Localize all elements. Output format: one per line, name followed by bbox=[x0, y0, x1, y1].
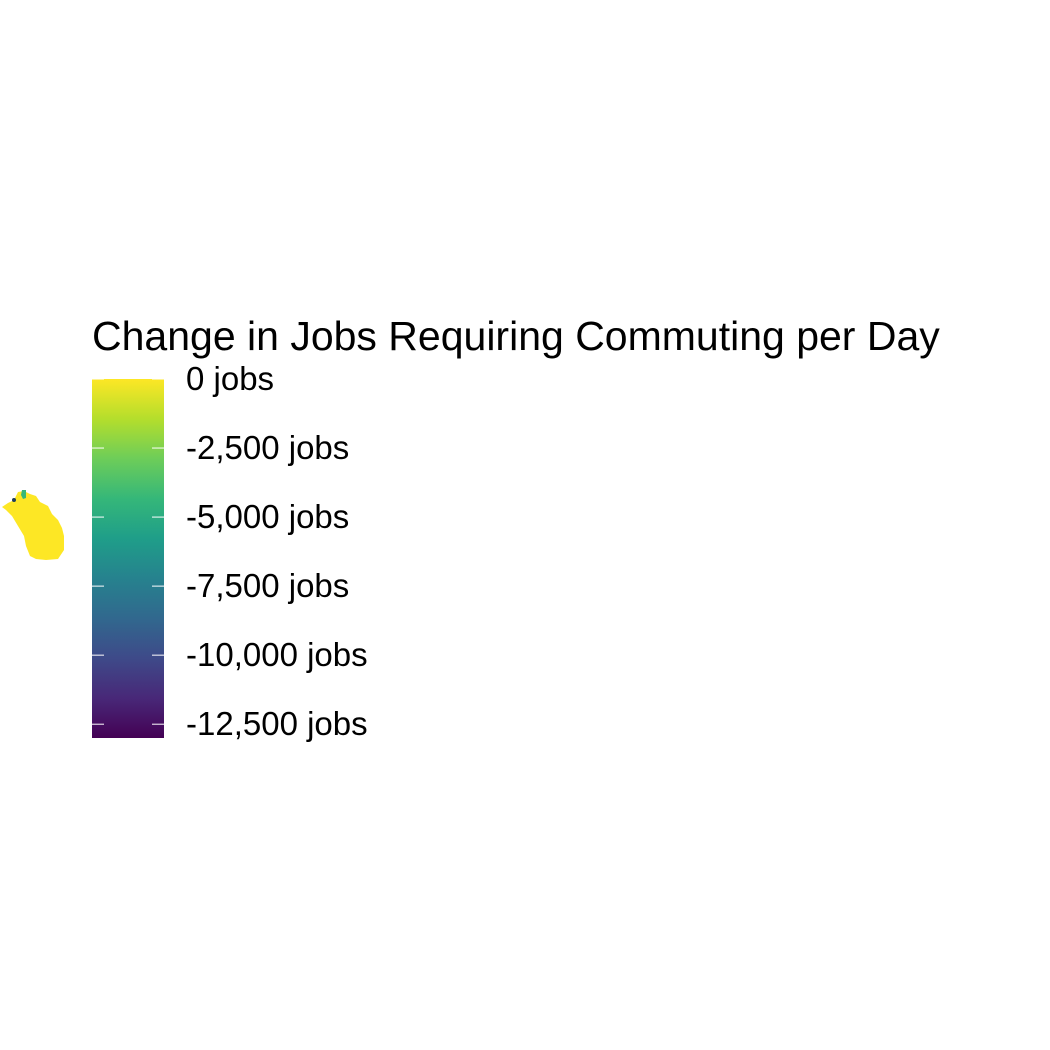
colorbar-tick-label: -2,500 jobs bbox=[186, 429, 350, 467]
colorbar-ticks bbox=[92, 379, 164, 725]
region-accent-shape bbox=[21, 490, 26, 499]
colorbar-tick-label: 0 jobs bbox=[186, 360, 275, 397]
legend-title: Change in Jobs Requiring Commuting per D… bbox=[92, 313, 940, 359]
map-region bbox=[2, 490, 64, 560]
colorbar-tick-label: -5,000 jobs bbox=[186, 498, 350, 536]
legend: Change in Jobs Requiring Commuting per D… bbox=[92, 310, 1050, 750]
colorbar-tick-label: -10,000 jobs bbox=[186, 636, 368, 674]
colorbar-tick-label: -7,500 jobs bbox=[186, 567, 350, 605]
colorbar bbox=[92, 379, 164, 738]
region-marker-dot bbox=[12, 498, 16, 502]
region-main-shape bbox=[2, 491, 64, 560]
colorbar-tick-label: -12,500 jobs bbox=[186, 705, 368, 743]
colorbar-fill bbox=[92, 379, 164, 738]
